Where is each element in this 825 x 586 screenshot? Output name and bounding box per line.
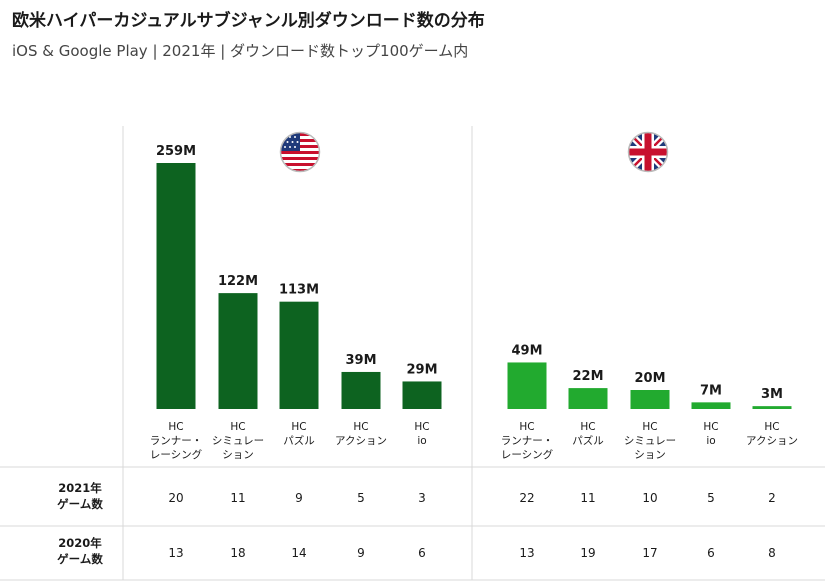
games-2020-us-4: 6	[418, 546, 426, 560]
uk-flag-icon	[627, 131, 669, 173]
data-label-uk-3: 7M	[700, 383, 722, 398]
games-2020-us-0: 13	[168, 546, 183, 560]
bar-uk-2	[630, 390, 670, 409]
category-label-uk-2-line-1: シミュレー	[624, 435, 676, 447]
category-label-us-0-line-1: ランナー・	[150, 435, 203, 447]
category-label-uk-3-line-0: HC	[703, 421, 718, 433]
games-2020-uk-4: 8	[768, 546, 776, 560]
data-label-uk-1: 22M	[572, 369, 603, 384]
category-label-uk-1-line-1: パズル	[572, 434, 604, 447]
games-2021-us-3: 5	[357, 491, 365, 505]
data-label-uk-4: 3M	[761, 387, 783, 402]
data-label-us-3: 39M	[345, 353, 376, 368]
category-label-uk-4-line-0: HC	[764, 421, 779, 433]
bar-us-0	[156, 163, 196, 409]
category-label-us-2-line-0: HC	[291, 421, 306, 433]
category-label-uk-3-line-1: io	[706, 435, 715, 447]
games-2021-us-1: 11	[230, 491, 245, 505]
row-label-2021-line-0: 2021年	[58, 481, 102, 495]
data-label-us-0: 259M	[156, 144, 196, 159]
games-2021-us-4: 3	[418, 491, 426, 505]
row-label-2021-line-1: ゲーム数	[57, 497, 103, 511]
games-2020-us-3: 9	[357, 546, 365, 560]
data-label-us-1: 122M	[218, 274, 258, 289]
games-2021-uk-0: 22	[519, 491, 534, 505]
games-2021-uk-1: 11	[580, 491, 595, 505]
games-2020-uk-0: 13	[519, 546, 534, 560]
category-label-us-1-line-0: HC	[230, 421, 245, 433]
games-2021-us-2: 9	[295, 491, 303, 505]
row-label-2020-line-0: 2020年	[58, 536, 102, 550]
games-2020-us-1: 18	[230, 546, 245, 560]
category-label-us-2-line-1: パズル	[283, 434, 315, 447]
category-label-us-3-line-1: アクション	[335, 435, 387, 447]
games-2021-us-0: 20	[168, 491, 183, 505]
data-label-us-2: 113M	[279, 283, 319, 298]
category-label-us-0-line-0: HC	[168, 421, 183, 433]
bar-uk-3	[691, 402, 731, 409]
page-title: 欧米ハイパーカジュアルサブジャンル別ダウンロード数の分布	[12, 11, 485, 31]
games-2021-uk-4: 2	[768, 491, 776, 505]
category-label-uk-2-line-0: HC	[642, 421, 657, 433]
games-2020-us-2: 14	[291, 546, 306, 560]
bar-uk-4	[752, 406, 792, 409]
category-label-us-4-line-1: io	[417, 435, 426, 447]
category-label-uk-0-line-0: HC	[519, 421, 534, 433]
data-label-us-4: 29M	[406, 362, 437, 377]
category-label-uk-0-line-1: ランナー・	[501, 435, 554, 447]
category-label-uk-4-line-1: アクション	[746, 435, 798, 447]
category-label-uk-2-line-2: ション	[634, 449, 666, 461]
category-label-us-1-line-2: ション	[222, 449, 254, 461]
page-subtitle: iOS & Google Play | 2021年 | ダウンロード数トップ10…	[12, 42, 469, 60]
category-label-us-4-line-0: HC	[414, 421, 429, 433]
bar-uk-0	[507, 362, 547, 409]
bar-us-1	[218, 293, 258, 409]
us-flag-icon	[279, 131, 321, 173]
bar-us-2	[279, 301, 319, 409]
category-label-uk-1-line-0: HC	[580, 421, 595, 433]
bar-us-3	[341, 371, 381, 409]
games-2020-uk-1: 19	[580, 546, 595, 560]
games-2020-uk-2: 17	[642, 546, 657, 560]
category-label-us-1-line-1: シミュレー	[212, 435, 264, 447]
row-label-2020-line-1: ゲーム数	[57, 552, 103, 566]
games-2021-uk-2: 10	[642, 491, 657, 505]
games-2021-uk-3: 5	[707, 491, 715, 505]
category-label-us-0-line-2: レーシング	[150, 448, 203, 461]
data-label-uk-2: 20M	[634, 371, 665, 386]
games-2020-uk-3: 6	[707, 546, 715, 560]
category-label-us-3-line-0: HC	[353, 421, 368, 433]
bar-uk-1	[568, 388, 608, 409]
data-label-uk-0: 49M	[511, 343, 542, 358]
category-label-uk-0-line-2: レーシング	[501, 448, 554, 461]
bar-us-4	[402, 381, 442, 409]
